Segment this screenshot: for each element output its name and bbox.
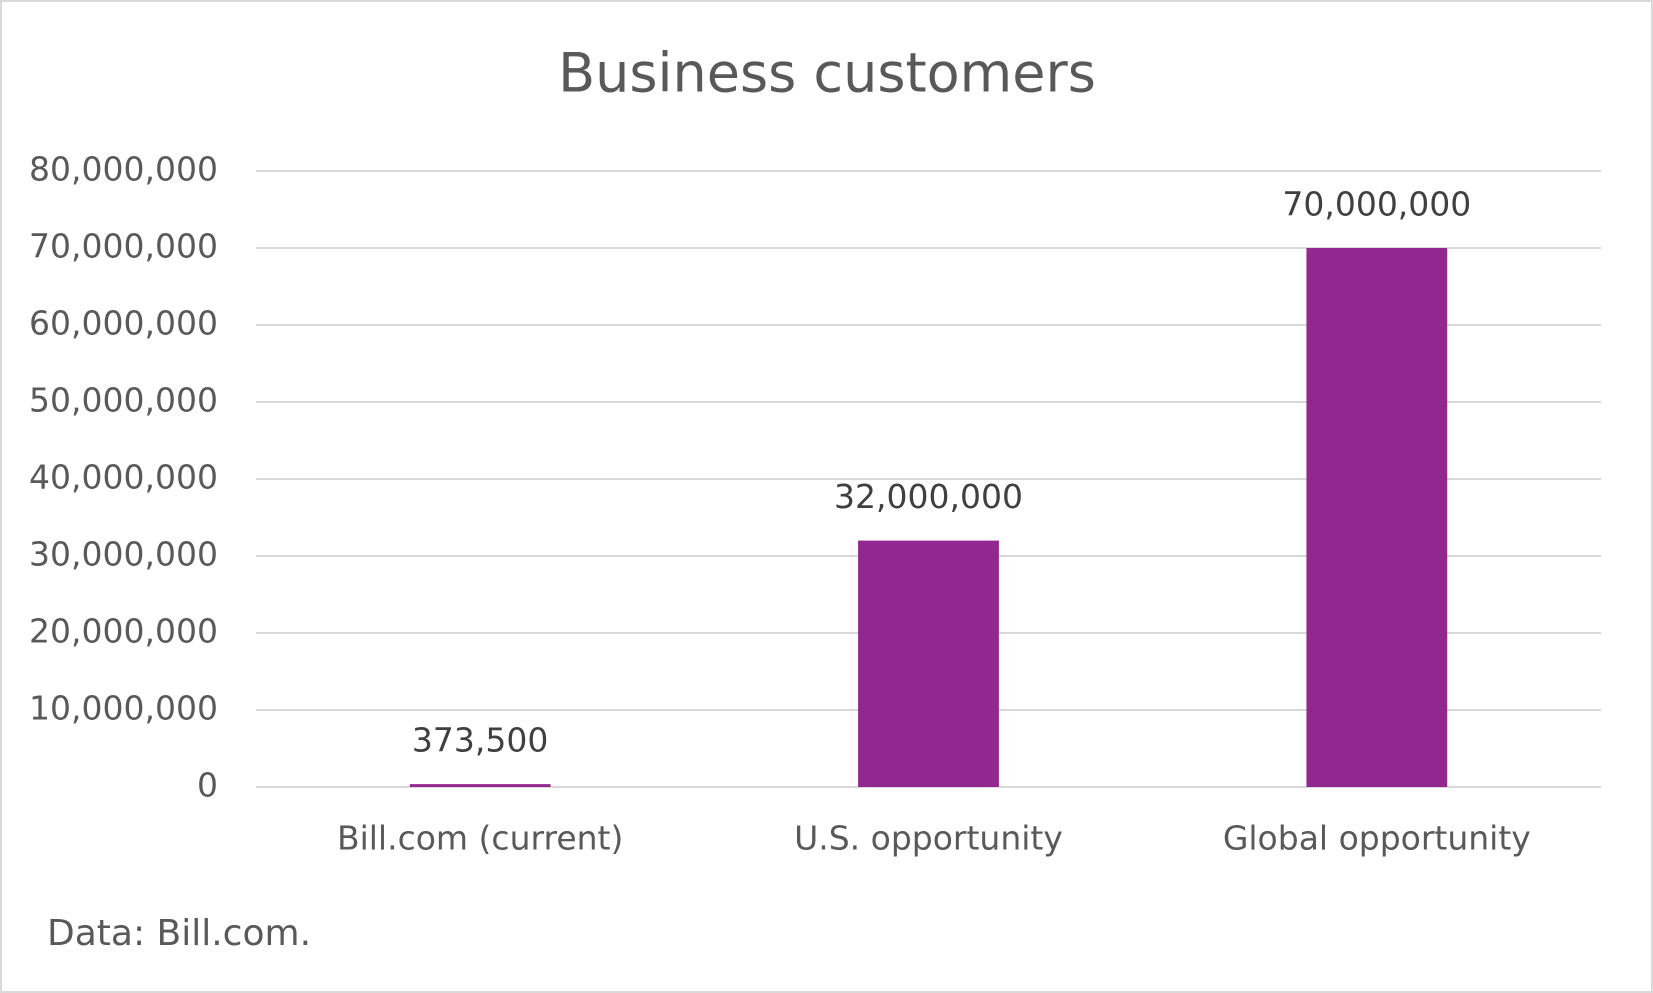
y-tick-label: 60,000,000 (29, 304, 218, 343)
chart-title: Business customers (558, 42, 1096, 105)
bar (858, 540, 999, 787)
y-tick-label: 10,000,000 (29, 689, 218, 728)
bar (409, 784, 551, 787)
bar (1306, 248, 1448, 787)
x-tick-label: Global opportunity (1223, 819, 1531, 858)
source-note: Data: Bill.com. (47, 913, 311, 954)
y-tick-label: 70,000,000 (29, 227, 218, 266)
y-tick-label: 50,000,000 (29, 381, 218, 420)
y-tick-label: 30,000,000 (29, 535, 218, 574)
x-tick-label: Bill.com (current) (337, 819, 623, 858)
data-label: 32,000,000 (834, 477, 1023, 516)
y-tick-label: 20,000,000 (29, 612, 218, 651)
y-tick-label: 80,000,000 (29, 150, 218, 189)
data-label: 70,000,000 (1282, 185, 1471, 224)
y-tick-label: 0 (197, 766, 218, 805)
x-tick-label: U.S. opportunity (794, 819, 1063, 858)
data-label: 373,500 (412, 721, 548, 760)
y-tick-label: 40,000,000 (29, 458, 218, 497)
